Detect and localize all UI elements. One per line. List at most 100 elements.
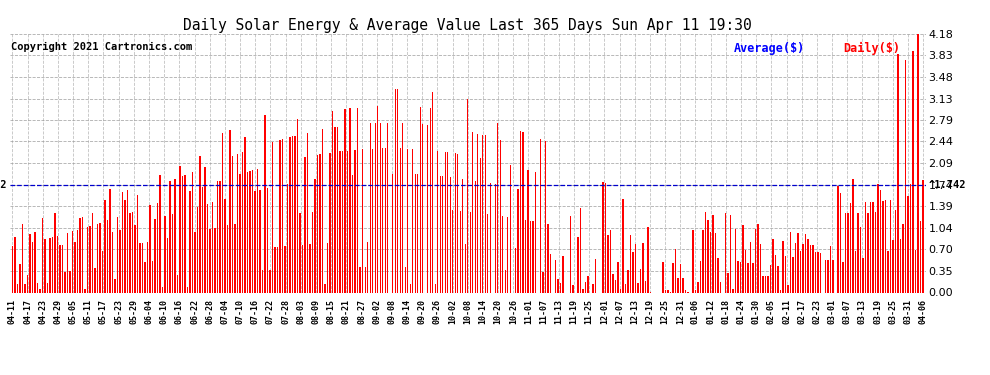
Bar: [71, 231, 73, 292]
Bar: [840, 192, 842, 292]
Bar: [109, 189, 111, 292]
Bar: [289, 137, 291, 292]
Bar: [97, 224, 98, 292]
Bar: [830, 246, 832, 292]
Bar: [427, 125, 429, 292]
Bar: [457, 154, 458, 292]
Bar: [785, 256, 786, 292]
Bar: [264, 115, 265, 292]
Bar: [890, 200, 891, 292]
Bar: [220, 180, 221, 292]
Bar: [159, 175, 160, 292]
Bar: [549, 254, 551, 292]
Bar: [847, 213, 848, 292]
Bar: [122, 192, 123, 292]
Bar: [844, 213, 846, 292]
Bar: [490, 183, 491, 292]
Bar: [435, 284, 436, 292]
Bar: [895, 210, 896, 292]
Text: Copyright 2021 Cartronics.com: Copyright 2021 Cartronics.com: [11, 42, 192, 51]
Bar: [332, 111, 334, 292]
Bar: [99, 223, 101, 292]
Bar: [412, 149, 414, 292]
Bar: [127, 190, 128, 292]
Bar: [169, 182, 170, 292]
Bar: [377, 106, 378, 292]
Bar: [410, 284, 411, 292]
Bar: [749, 242, 751, 292]
Bar: [315, 179, 316, 292]
Bar: [274, 247, 276, 292]
Bar: [42, 218, 44, 292]
Bar: [87, 227, 88, 292]
Bar: [772, 238, 774, 292]
Bar: [535, 172, 536, 292]
Bar: [37, 284, 38, 292]
Bar: [149, 206, 150, 292]
Bar: [467, 99, 468, 292]
Bar: [102, 251, 103, 292]
Bar: [802, 244, 804, 292]
Bar: [880, 190, 881, 292]
Bar: [367, 242, 368, 292]
Bar: [805, 234, 806, 292]
Bar: [644, 281, 646, 292]
Bar: [865, 202, 866, 292]
Text: ^1.742: ^1.742: [929, 180, 966, 190]
Bar: [151, 261, 153, 292]
Bar: [254, 191, 255, 292]
Bar: [667, 290, 668, 292]
Bar: [664, 290, 666, 292]
Bar: [747, 262, 748, 292]
Bar: [770, 265, 771, 292]
Bar: [710, 232, 711, 292]
Bar: [828, 260, 829, 292]
Bar: [346, 150, 348, 292]
Bar: [525, 220, 526, 292]
Bar: [294, 136, 296, 292]
Bar: [135, 225, 136, 292]
Bar: [302, 245, 303, 292]
Bar: [262, 270, 263, 292]
Bar: [251, 170, 253, 292]
Bar: [867, 213, 869, 292]
Bar: [607, 235, 609, 292]
Bar: [582, 289, 583, 292]
Bar: [207, 204, 208, 292]
Bar: [502, 216, 504, 292]
Bar: [905, 60, 906, 292]
Bar: [237, 154, 239, 292]
Bar: [142, 243, 144, 292]
Bar: [875, 212, 876, 292]
Bar: [702, 230, 704, 292]
Bar: [557, 279, 558, 292]
Bar: [742, 225, 743, 292]
Bar: [602, 182, 604, 292]
Bar: [540, 139, 541, 292]
Bar: [707, 220, 709, 292]
Bar: [733, 289, 734, 292]
Bar: [307, 133, 308, 292]
Bar: [825, 260, 827, 292]
Bar: [209, 229, 211, 292]
Bar: [849, 203, 851, 292]
Bar: [680, 264, 681, 292]
Bar: [795, 243, 796, 292]
Bar: [857, 213, 858, 292]
Bar: [145, 262, 146, 292]
Bar: [267, 188, 268, 292]
Bar: [577, 237, 578, 292]
Bar: [543, 272, 544, 292]
Bar: [364, 267, 366, 292]
Bar: [392, 174, 393, 292]
Bar: [167, 237, 168, 292]
Bar: [487, 214, 488, 292]
Bar: [47, 283, 49, 292]
Bar: [305, 157, 306, 292]
Bar: [117, 217, 118, 292]
Bar: [297, 119, 298, 292]
Bar: [177, 275, 178, 292]
Bar: [625, 284, 626, 292]
Bar: [45, 239, 46, 292]
Bar: [204, 167, 206, 292]
